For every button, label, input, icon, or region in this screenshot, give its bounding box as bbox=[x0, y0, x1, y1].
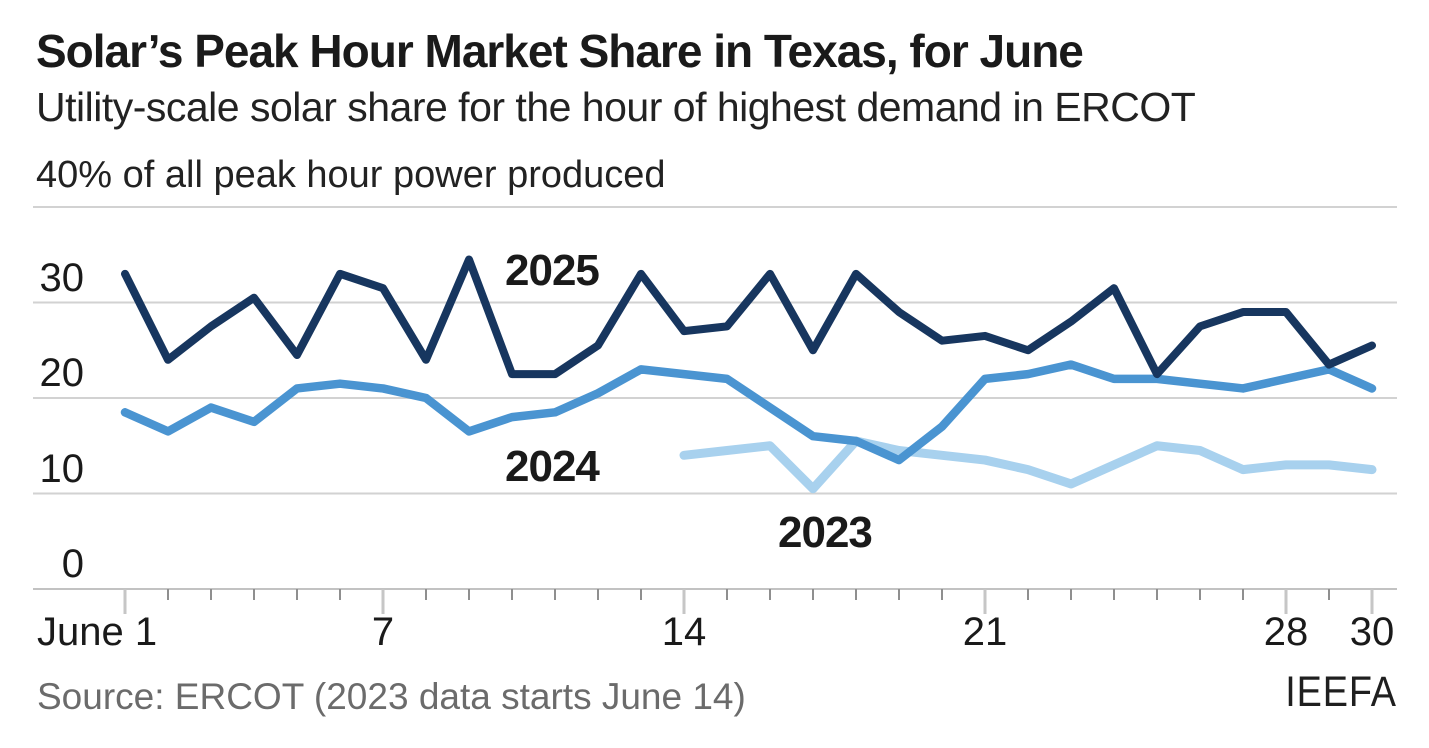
x-axis-label-28: 28 bbox=[1263, 610, 1309, 654]
line-2023 bbox=[679, 436, 1377, 494]
source-credit: Source: ERCOT (2023 data starts June 14) bbox=[37, 676, 746, 717]
y-axis-unit-label: 40% of all peak hour power produced bbox=[36, 154, 666, 196]
x-axis-label-7: 7 bbox=[371, 610, 395, 654]
x-axis-label-21: 21 bbox=[962, 610, 1008, 654]
line-2025 bbox=[121, 255, 1376, 379]
series-label-2023: 2023 bbox=[778, 508, 873, 557]
y-axis-label-0: 0 bbox=[61, 542, 84, 586]
line-2024 bbox=[120, 360, 1377, 465]
y-axis-label-30: 30 bbox=[39, 255, 85, 300]
chart-subtitle: Utility-scale solar share for the hour o… bbox=[36, 84, 1196, 130]
x-axis-label-30: 30 bbox=[1349, 610, 1395, 654]
series-label-2025: 2025 bbox=[505, 246, 600, 295]
series-label-2024: 2024 bbox=[505, 442, 600, 491]
ieefa-logo: IEEFA bbox=[1285, 668, 1397, 716]
y-axis-label-20: 20 bbox=[39, 351, 85, 395]
x-axis-label-june-1: June 1 bbox=[37, 610, 158, 654]
x-axis-label-14: 14 bbox=[661, 610, 707, 654]
chart-title: Solar’s Peak Hour Market Share in Texas,… bbox=[36, 25, 1084, 77]
y-axis-label-10: 10 bbox=[39, 446, 85, 491]
